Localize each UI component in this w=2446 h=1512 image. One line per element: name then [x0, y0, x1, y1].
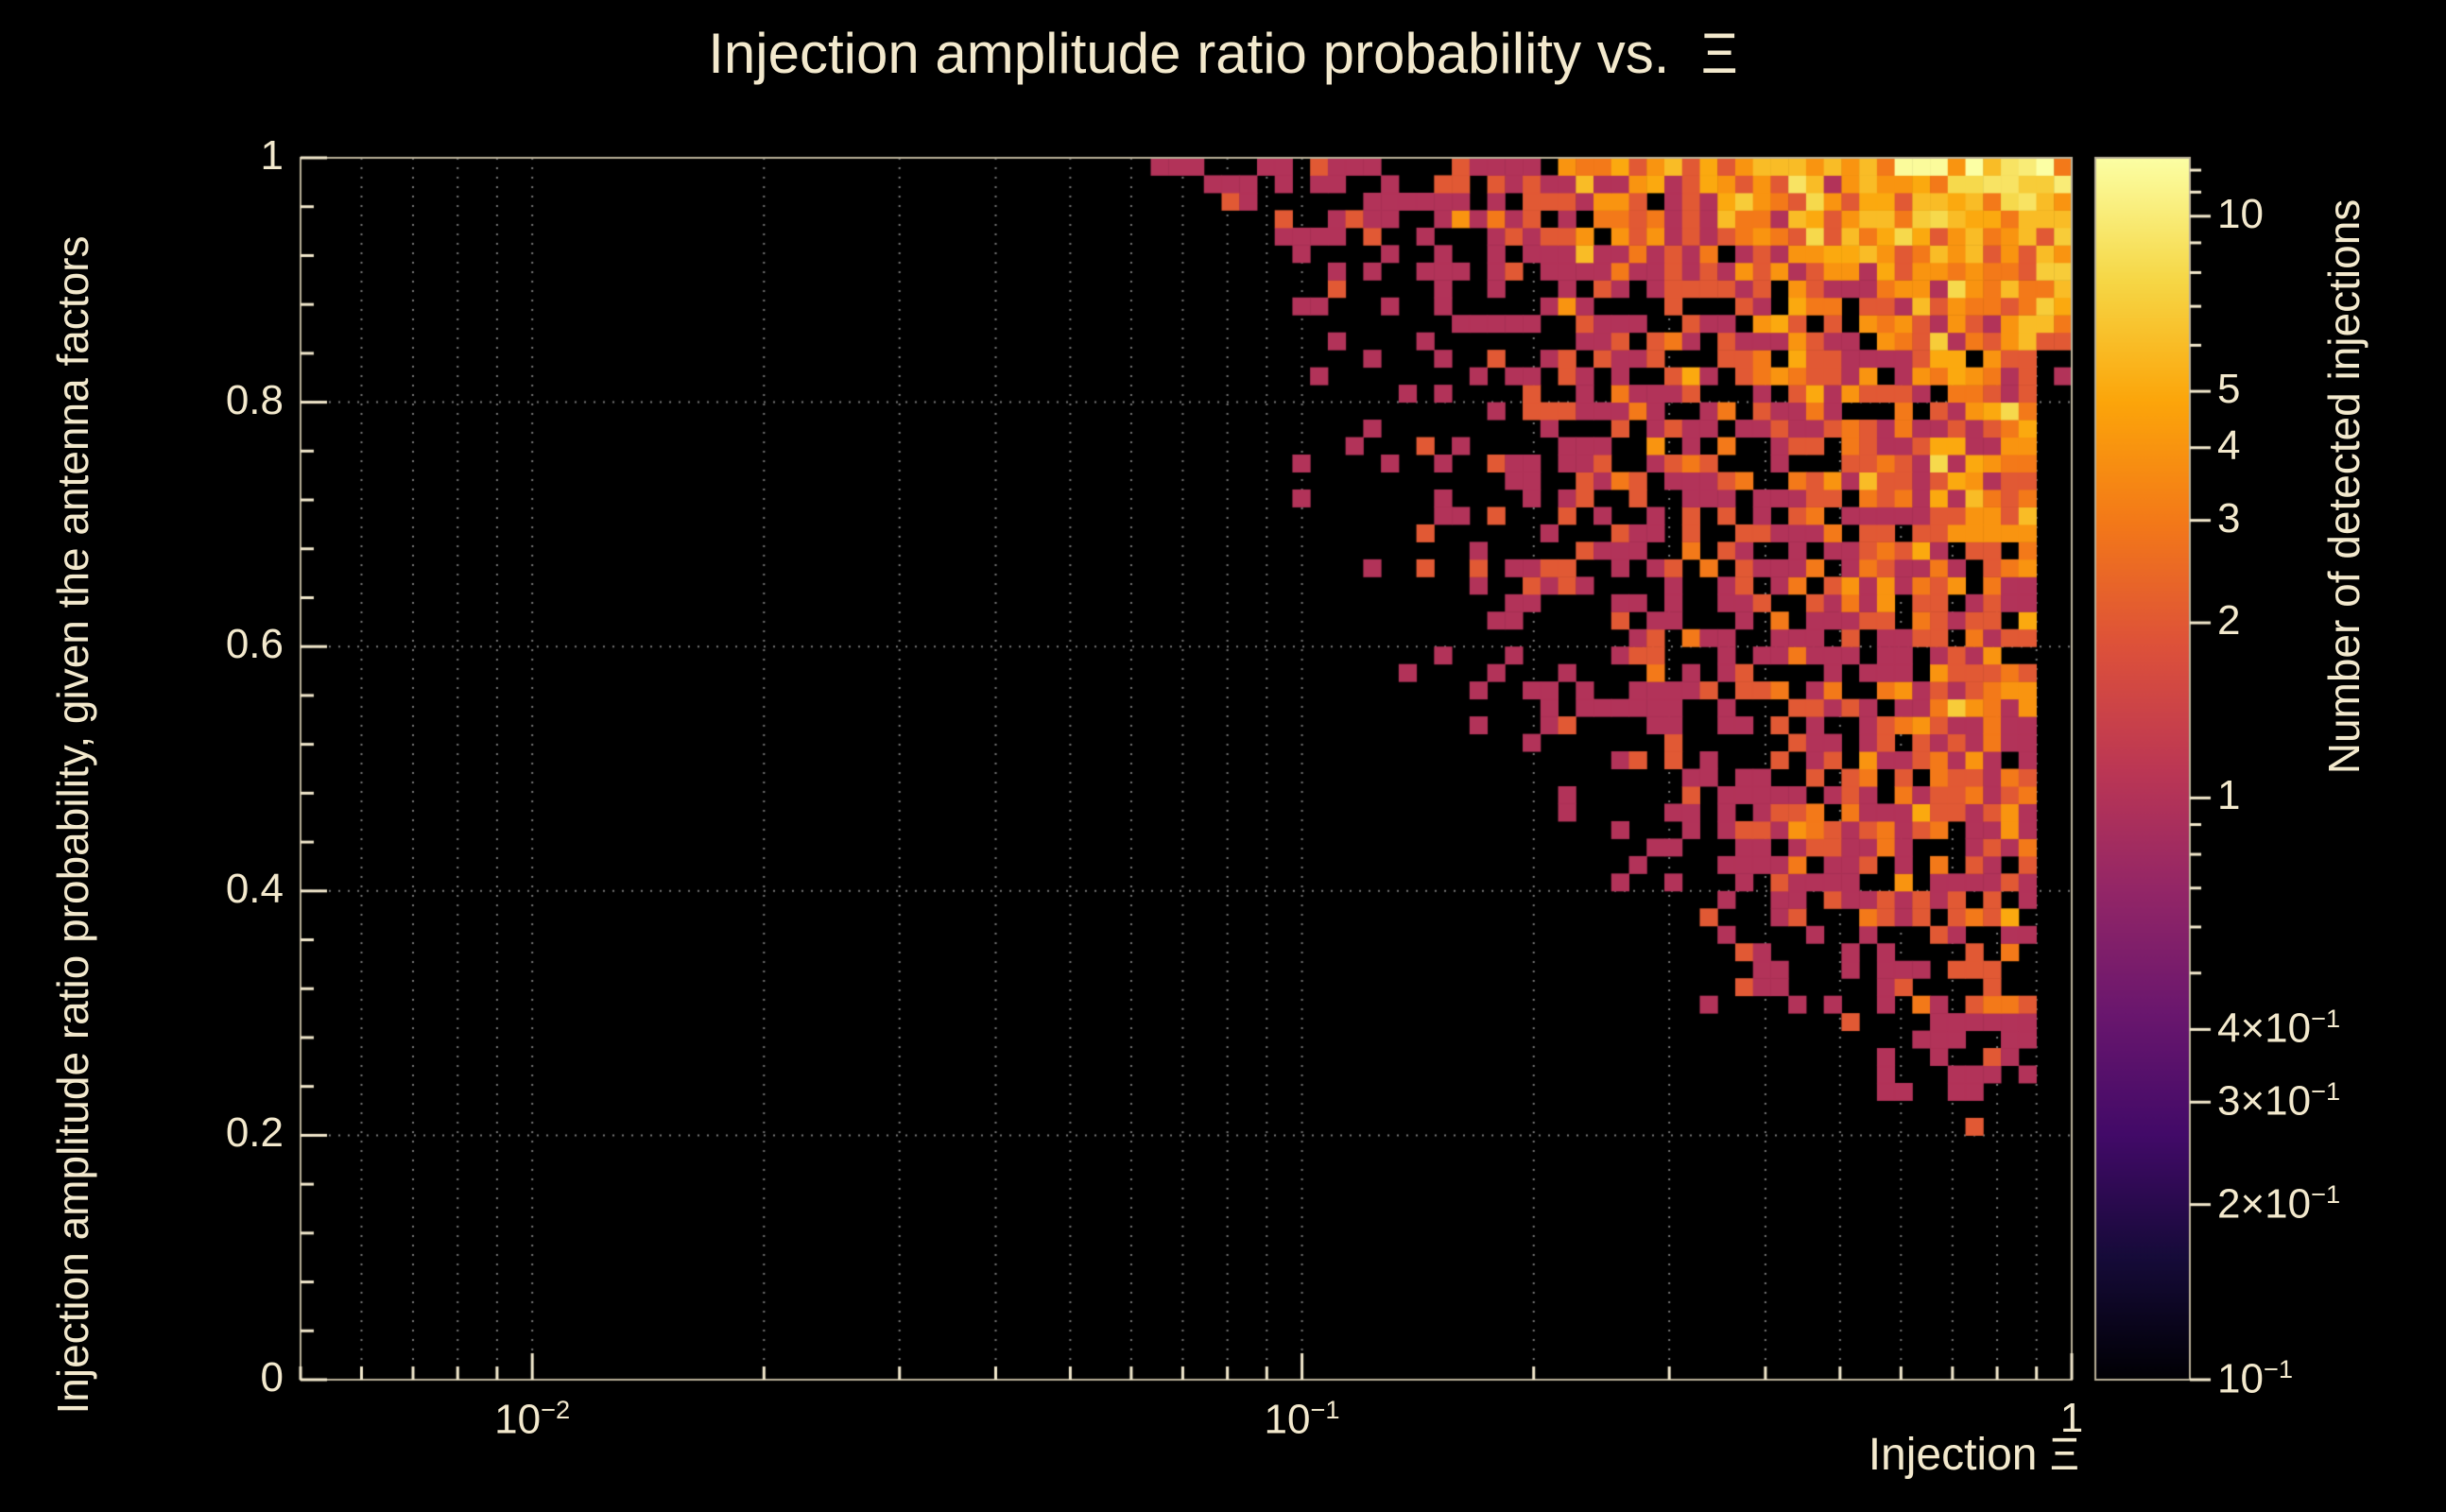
colorbar-tick-label: 4×10−1 [2217, 1004, 2341, 1053]
y-tick-label: 1 [260, 132, 284, 179]
colorbar-tick-label: 10−1 [2217, 1354, 2294, 1402]
colorbar-tick-label: 2 [2217, 597, 2241, 644]
x-tick-label: 1 [2059, 1395, 2084, 1441]
y-tick-label: 0 [260, 1354, 284, 1400]
colorbar-title: Number of detected injections [2319, 198, 2368, 775]
colorbar-tick-label: 10 [2217, 190, 2264, 237]
y-tick-label: 0.4 [225, 865, 284, 912]
y-axis-title: Injection amplitude ratio probability, g… [48, 235, 97, 1415]
y-tick-label: 0.2 [225, 1109, 284, 1157]
colorbar-tick-label: 5 [2217, 366, 2241, 413]
chart-title: Injection amplitude ratio probability vs… [708, 22, 1738, 85]
colorbar-tick-label: 3 [2217, 494, 2241, 541]
colorbar-tick-label: 3×10−1 [2217, 1076, 2341, 1125]
x-tick-label: 10−2 [494, 1395, 571, 1443]
y-tick-label: 0.6 [225, 621, 284, 668]
colorbar-tick-label: 4 [2217, 421, 2241, 469]
x-axis-title: Injection Ξ [1868, 1430, 2079, 1480]
y-tick-label: 0.8 [225, 376, 284, 423]
colorbar-tick-label: 2×10−1 [2217, 1178, 2341, 1228]
colorbar-tick-label: 1 [2217, 772, 2241, 819]
x-tick-label: 10−1 [1264, 1395, 1340, 1443]
